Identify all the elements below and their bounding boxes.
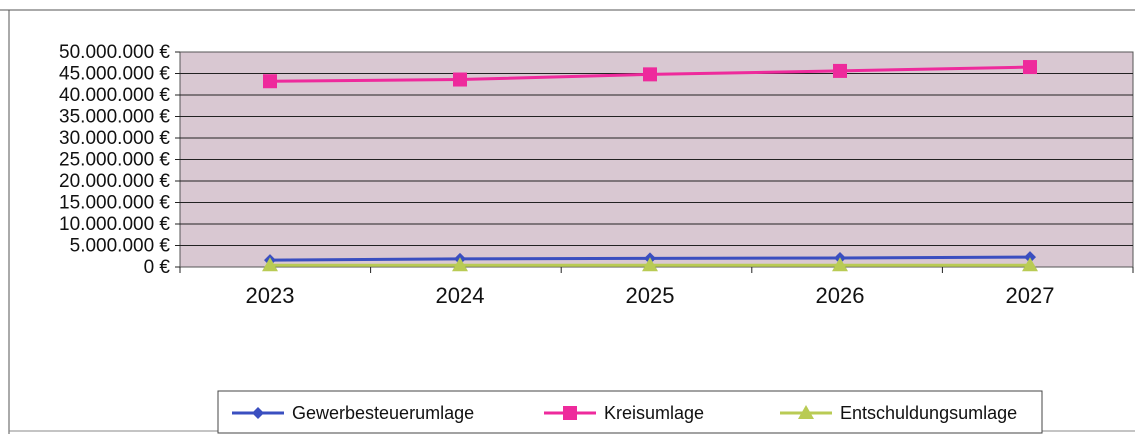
legend-label-kreisumlage: Kreisumlage — [604, 403, 704, 423]
legend-marker-entschuldungsumlage — [798, 405, 814, 419]
legend-label-gewerbesteuerumlage: Gewerbesteuerumlage — [292, 403, 474, 423]
y-tick-label: 15.000.000 € — [59, 193, 170, 214]
x-tick-label: 2026 — [816, 283, 865, 308]
legend-box — [217, 390, 1043, 434]
data-point-kreisumlage — [453, 72, 467, 87]
legend-label-entschuldungsumlage: Entschuldungsumlage — [840, 403, 1017, 423]
legend: Gewerbesteuerumlage Kreisumlage Entschuldu… — [232, 403, 1017, 423]
y-tick-label: 30.000.000 € — [59, 128, 170, 149]
legend-marker-gewerbesteuerumlage — [252, 407, 264, 419]
data-point-entschuldungsumlage — [1022, 257, 1038, 272]
data-point-entschuldungsumlage — [832, 257, 848, 272]
y-tick-label: 5.000.000 € — [70, 236, 171, 257]
data-point-kreisumlage — [643, 67, 657, 82]
legend-marker-kreisumlage — [563, 406, 577, 420]
x-tick-label: 2027 — [1006, 283, 1055, 308]
y-tick-label: 10.000.000 € — [59, 214, 170, 235]
y-tick-label: 45.000.000 € — [59, 64, 170, 85]
y-tick-label: 35.000.000 € — [59, 107, 170, 128]
data-point-entschuldungsumlage — [262, 257, 278, 272]
y-tick-label: 0 € — [144, 257, 171, 278]
data-point-entschuldungsumlage — [452, 257, 468, 272]
grid-lines — [180, 73, 1133, 246]
data-point-gewerbesteuerumlage — [1024, 251, 1036, 264]
y-tick-label: 20.000.000 € — [59, 171, 170, 192]
data-point-kreisumlage — [1023, 60, 1037, 75]
x-tick-label: 2025 — [626, 283, 675, 308]
x-tick-label: 2024 — [436, 283, 485, 308]
data-point-kreisumlage — [833, 63, 847, 78]
x-axis: 2023 2024 2025 2026 2027 — [179, 267, 1134, 308]
y-tick-label: 50.000.000 € — [59, 42, 170, 63]
x-tick-label: 2023 — [246, 283, 295, 308]
data-point-entschuldungsumlage — [642, 257, 658, 272]
y-tick-label: 25.000.000 € — [59, 150, 170, 171]
series-layer — [262, 60, 1038, 272]
y-axis: 0 €5.000.000 €10.000.000 €15.000.000 €20… — [59, 42, 180, 278]
y-tick-label: 40.000.000 € — [59, 85, 170, 106]
data-point-kreisumlage — [263, 74, 277, 89]
